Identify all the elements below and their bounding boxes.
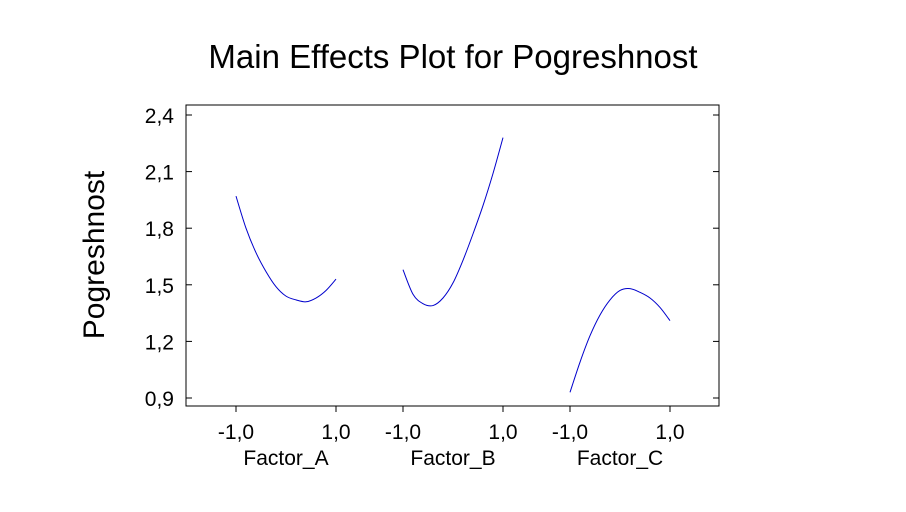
y-tick-label: 1,2 xyxy=(145,331,174,354)
panels: -1,0 1,0 Factor_A -1,0 1,0 Factor_B -1,0 1,0 Fac… xyxy=(218,137,685,470)
series-line xyxy=(235,195,337,303)
x-tick-label: 1,0 xyxy=(488,421,517,444)
y-tick-label: 1,8 xyxy=(145,218,174,241)
factor-label: Factor_A xyxy=(243,447,328,470)
y-tick-label: 1,5 xyxy=(145,275,174,298)
x-tick-label: -1,0 xyxy=(218,421,254,444)
panel-factor-c: -1,0 1,0 Factor_C xyxy=(552,287,685,470)
panel-factor-a: -1,0 1,0 Factor_A xyxy=(218,195,351,470)
x-tick-label: -1,0 xyxy=(385,421,421,444)
y-tick-label: 2,4 xyxy=(145,105,175,128)
series-line xyxy=(569,287,671,393)
plot-frame xyxy=(185,104,720,407)
x-tick-label: -1,0 xyxy=(552,421,588,444)
panel-factor-b: -1,0 1,0 Factor_B xyxy=(385,137,518,470)
x-tick-label: 1,0 xyxy=(321,421,350,444)
y-axis: 0,9 1,2 1,5 1,8 2,1 2,4 xyxy=(145,105,719,411)
x-tick-label: 1,0 xyxy=(655,421,684,444)
series-line xyxy=(402,137,504,307)
y-tick-label: 0,9 xyxy=(145,388,174,411)
y-tick-label: 2,1 xyxy=(145,162,174,185)
chart-title: Main Effects Plot for Pogreshnost xyxy=(208,38,698,75)
factor-label: Factor_C xyxy=(577,447,663,470)
factor-label: Factor_B xyxy=(410,447,495,470)
